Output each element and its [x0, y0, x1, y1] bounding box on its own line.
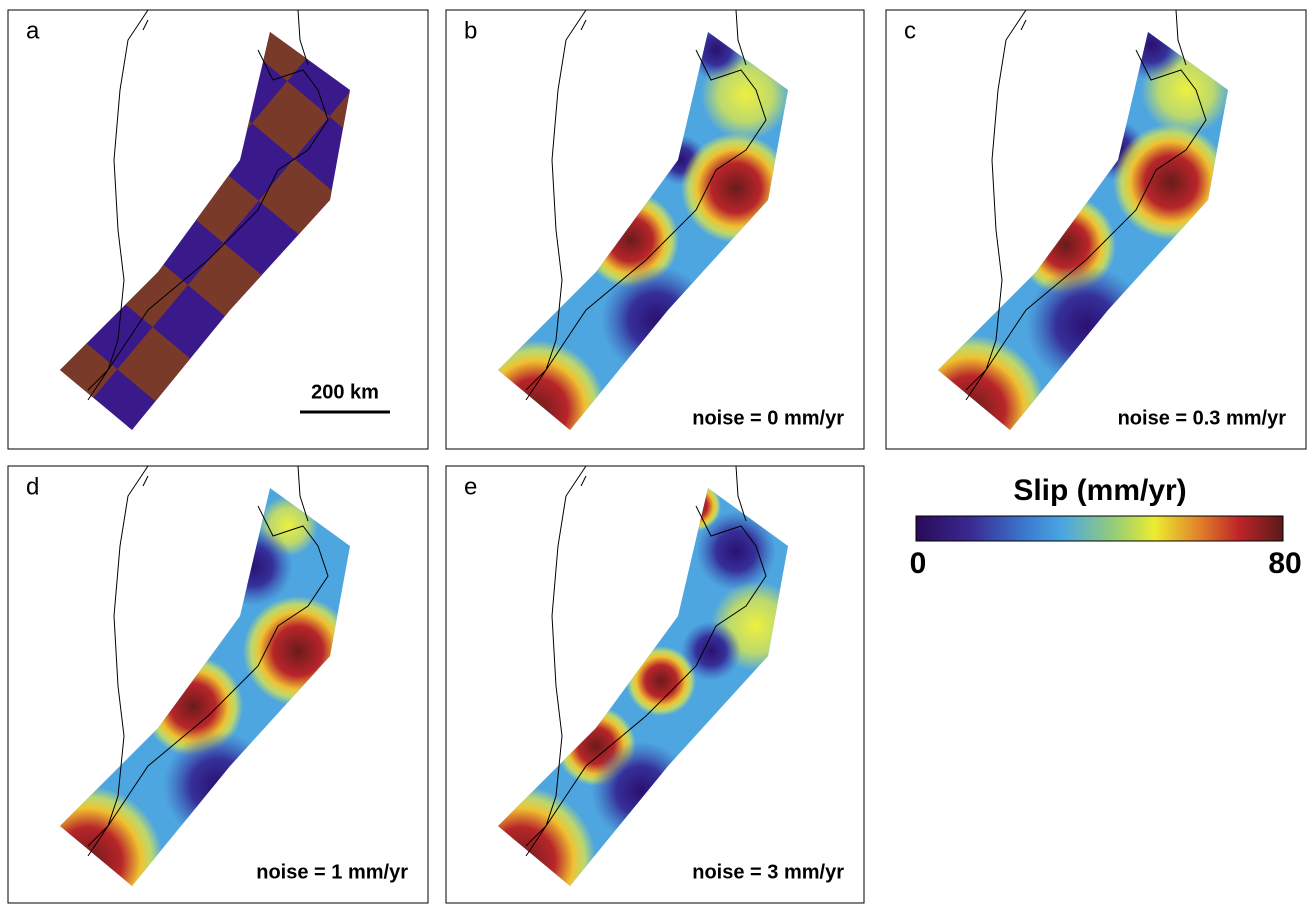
slip-blob — [626, 646, 696, 716]
checker-cell — [60, 333, 118, 412]
panel-label: d — [26, 473, 39, 500]
noise-note: noise = 0 mm/yr — [692, 407, 844, 429]
coastline — [525, 465, 767, 857]
colorbar — [915, 515, 1284, 542]
panel: d noise = 1 mm/yr — [7, 465, 429, 904]
coastline — [525, 9, 767, 401]
panel-label: b — [464, 17, 477, 44]
panel-label: e — [464, 473, 477, 500]
checker-cell — [251, 81, 330, 159]
panel: e noise = 3 mm/yr — [445, 465, 865, 904]
panel-label: c — [904, 17, 916, 44]
panel: c noise = 0.3 mm/yr — [885, 9, 1307, 450]
noise-note: noise = 3 mm/yr — [692, 861, 844, 883]
noise-note: noise = 0.3 mm/yr — [1118, 407, 1287, 429]
noise-note: noise = 1 mm/yr — [256, 861, 408, 883]
panel-label: a — [26, 17, 40, 44]
panel: a 200 km — [7, 0, 429, 450]
scale-bar-label: 200 km — [311, 381, 379, 403]
colorbar-max: 80 — [1268, 547, 1301, 580]
colorbar-title: Slip (mm/yr) — [1013, 474, 1186, 507]
checker-cell — [245, 32, 323, 82]
coastline — [87, 9, 329, 401]
slip-blob — [696, 511, 776, 591]
panel: b noise = 0 mm/yr — [445, 9, 865, 450]
coastline — [87, 465, 329, 857]
colorbar-min: 0 — [910, 547, 927, 580]
checker-cell — [161, 0, 238, 10]
coastline — [965, 9, 1207, 401]
